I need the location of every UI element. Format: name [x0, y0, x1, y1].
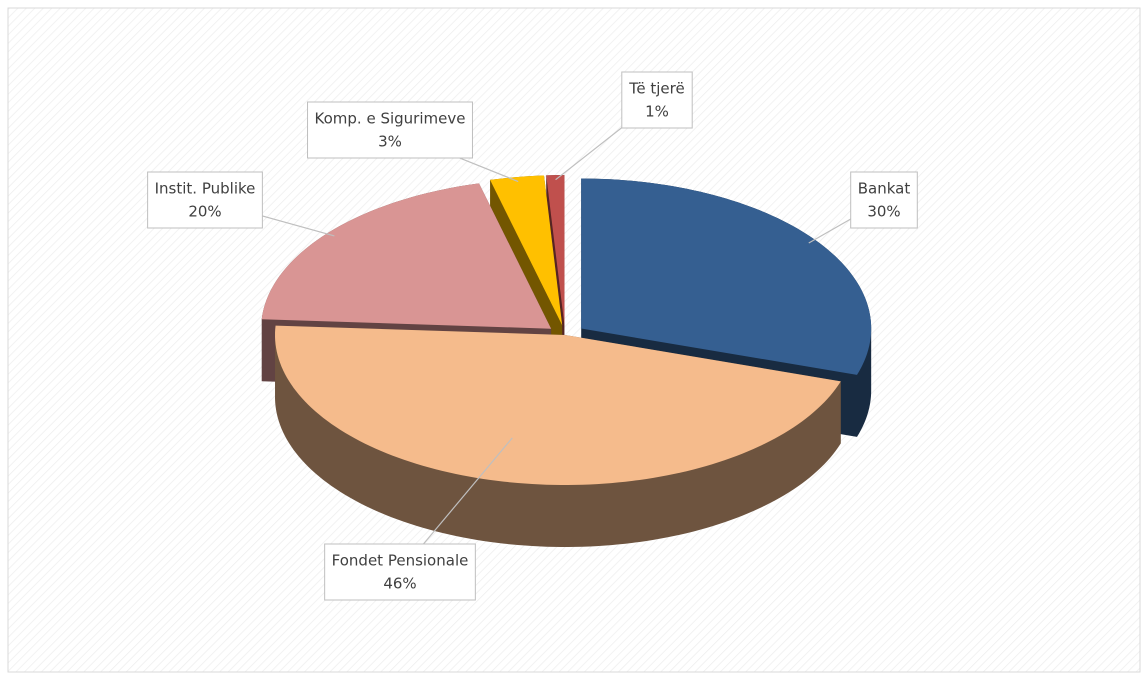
pie-slice [581, 178, 872, 375]
label-box [147, 171, 263, 229]
value-label: 46% [383, 575, 416, 593]
pie-slice [490, 175, 563, 326]
value-label: 3% [378, 133, 402, 151]
category-label: Të tjerë [628, 80, 684, 98]
label-box [307, 101, 473, 159]
label-box [621, 71, 693, 129]
label-box [324, 543, 476, 601]
category-label: Instit. Publike [155, 180, 256, 198]
pie-slice [275, 325, 841, 485]
category-label: Fondet Pensionale [332, 552, 469, 570]
category-label: Komp. e Sigurimeve [315, 110, 466, 128]
value-label: 1% [645, 103, 669, 121]
category-label: Bankat [858, 180, 911, 198]
value-label: 20% [188, 203, 221, 221]
pie-slice [261, 183, 552, 329]
label-box [850, 171, 918, 229]
value-label: 30% [867, 203, 900, 221]
pie-slice [546, 175, 565, 326]
